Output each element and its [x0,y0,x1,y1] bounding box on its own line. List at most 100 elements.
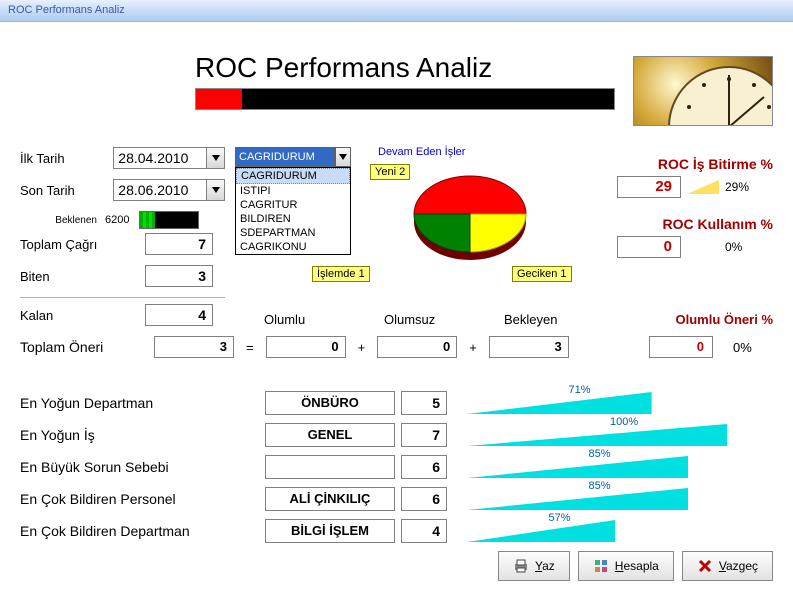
stat-num: 7 [401,423,447,447]
equals-sign: = [240,340,260,355]
stat-bar [467,392,652,414]
stat-label: En Çok Bildiren Departman [20,523,265,539]
stat-bar-wrap: 85% [467,454,773,480]
stat-pct: 71% [569,384,591,396]
pie-label-yeni: Yeni 2 [370,164,410,180]
yaz-label-rest: az [542,559,555,573]
stat-row: En Yoğun İşGENEL7 100% [20,419,773,451]
page-title: ROC Performans Analiz [195,52,492,84]
pie-title: Devam Eden İşler [378,146,580,158]
bitirme-title: ROC İş Bitirme % [593,156,773,172]
stat-row: En Çok Bildiren DepartmanBİLGİ İŞLEM4 57% [20,515,773,547]
vazgec-label-rest: azgeç [726,559,758,573]
combo-item[interactable]: BILDIREN [236,212,350,226]
son-tarih-label: Son Tarih [20,183,113,198]
ilk-tarih-dropdown-button[interactable] [207,147,225,169]
field-combo: CAGRIDURUM CAGRIDURUMISTIPICAGRITURBILDI… [235,147,351,255]
beklenen-label: Beklenen [20,215,105,226]
beklenen-progress [139,211,199,229]
plus-sign-1: + [352,340,372,355]
bekleyen-value: 3 [489,336,569,358]
stat-num: 4 [401,519,447,543]
header-progress-black [242,89,614,109]
olumlu-oneri-title: Olumlu Öneri % [633,312,773,327]
combo-list[interactable]: CAGRIDURUMISTIPICAGRITURBILDIRENSDEPARTM… [235,167,351,255]
toplam-cagri-label: Toplam Çağrı [20,237,115,252]
combo-item[interactable]: ISTIPI [236,184,350,198]
combo-selected[interactable]: CAGRIDURUM [235,147,335,167]
plus-sign-2: + [463,340,483,355]
stat-label: En Çok Bildiren Personel [20,491,265,507]
oneri-headers: Olumlu Olumsuz Bekleyen Olumlu Öneri % [20,312,773,327]
window-body: ROC Performans Analiz İlk Tarih Son Tari… [0,22,793,591]
pie-chart [400,164,540,274]
combo-item[interactable]: CAGRITUR [236,198,350,212]
stat-num: 5 [401,391,447,415]
window-title: ROC Performans Analiz [8,4,125,16]
pie-label-islemde: İşlemde 1 [312,266,370,282]
biten-value: 3 [145,265,213,287]
stat-bar [467,456,688,478]
ilk-tarih-label: İlk Tarih [20,151,113,166]
stat-bar-wrap: 85% [467,486,773,512]
stat-text: ALİ ÇİNKILIÇ [265,487,395,511]
kullanim-title: ROC Kullanım % [593,216,773,232]
stat-pct: 85% [589,480,611,492]
stat-text: ÖNBÜRO [265,391,395,415]
olumlu-oneri-pct-value: 0 [649,336,713,358]
olumsuz-value: 0 [377,336,457,358]
combo-item[interactable]: CAGRIKONU [236,240,350,254]
son-tarih-input[interactable] [113,179,207,201]
stat-row: En Çok Bildiren PersonelALİ ÇİNKILIÇ6 85% [20,483,773,515]
combo-item[interactable]: CAGRIDURUM [236,168,350,184]
ilk-tarih-input[interactable] [113,147,207,169]
filters-panel: İlk Tarih Son Tarih Beklenen 6200 Toplam… [20,147,225,336]
combo-dropdown-button[interactable] [335,147,351,167]
oneri-row: Toplam Öneri 3 = 0 + 0 + 3 0 0% [20,336,773,358]
stat-row: En Büyük Sorun Sebebi685% [20,451,773,483]
kullanim-pct: 0% [725,240,773,254]
stat-bar [467,424,727,446]
hesapla-button[interactable]: Hesapla [578,551,674,581]
header-progress-red [196,89,242,109]
stat-num: 6 [401,487,447,511]
beklenen-value: 6200 [105,214,139,226]
stat-pct: 100% [610,416,638,428]
toplam-cagri-value: 7 [145,233,213,255]
hesapla-label-rest: esapla [623,559,658,573]
stat-bar [467,520,615,542]
combo-item[interactable]: SDEPARTMAN [236,226,350,240]
olumsuz-header: Olumsuz [384,312,474,327]
olumlu-header: Olumlu [264,312,354,327]
bitirme-wedge-icon [687,180,719,194]
stat-bar-wrap: 57% [467,518,773,544]
calculate-icon [593,558,609,574]
stats-area: En Yoğun DepartmanÖNBÜRO5 71% En Yoğun İşG… [20,387,773,547]
stat-text [265,455,395,479]
stat-text: GENEL [265,423,395,447]
stat-bar-wrap: 100% [467,422,773,448]
kullanim-value: 0 [617,236,681,258]
close-icon [697,558,713,574]
bekleyen-header: Bekleyen [504,312,594,327]
header-progress [195,88,615,110]
vazgec-button[interactable]: Vazgeç [682,551,773,581]
stat-text: BİLGİ İŞLEM [265,519,395,543]
printer-icon [513,558,529,574]
window-titlebar: ROC Performans Analiz [0,0,793,22]
yaz-button[interactable]: Yaz [498,551,570,581]
son-tarih-dropdown-button[interactable] [207,179,225,201]
stat-bar [467,488,688,510]
stat-label: En Büyük Sorun Sebebi [20,459,265,475]
olumlu-oneri-pct: 0% [733,340,773,355]
header-image [633,56,773,126]
stat-pct: 57% [549,512,571,524]
bitirme-value: 29 [617,176,681,198]
olumlu-value: 0 [266,336,346,358]
stat-label: En Yoğun İş [20,427,265,443]
metrics-panel: ROC İş Bitirme % 29 29% ROC Kullanım % 0… [593,156,773,276]
stat-bar-wrap: 71% [467,390,773,416]
pie-chart-area: Devam Eden İşler Yeni 2 Geciken 1 İşlemd… [360,146,580,274]
toplam-oneri-value: 3 [154,336,234,358]
stat-label: En Yoğun Departman [20,395,265,411]
